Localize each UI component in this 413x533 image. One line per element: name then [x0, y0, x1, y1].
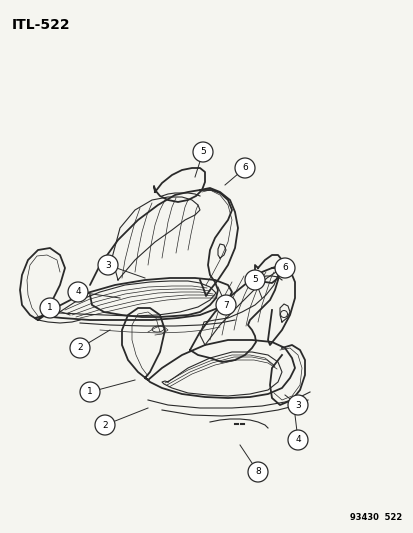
Text: 2: 2 [77, 343, 83, 352]
Text: 3: 3 [105, 261, 111, 270]
Circle shape [80, 382, 100, 402]
Text: 6: 6 [281, 263, 287, 272]
Text: 4: 4 [75, 287, 81, 296]
Text: 4: 4 [294, 435, 300, 445]
Text: 1: 1 [47, 303, 53, 312]
Text: 3: 3 [294, 400, 300, 409]
Text: 1: 1 [87, 387, 93, 397]
Circle shape [274, 258, 294, 278]
Text: 7: 7 [223, 301, 228, 310]
Circle shape [70, 338, 90, 358]
Circle shape [192, 142, 212, 162]
Circle shape [95, 415, 115, 435]
Circle shape [287, 430, 307, 450]
Text: 2: 2 [102, 421, 107, 430]
Text: 8: 8 [254, 467, 260, 477]
Circle shape [68, 282, 88, 302]
Text: 93430  522: 93430 522 [349, 513, 401, 522]
Text: 5: 5 [252, 276, 257, 285]
Circle shape [247, 462, 267, 482]
Circle shape [287, 395, 307, 415]
Circle shape [98, 255, 118, 275]
Text: 6: 6 [242, 164, 247, 173]
Circle shape [40, 298, 60, 318]
Circle shape [244, 270, 264, 290]
Circle shape [216, 295, 235, 315]
Circle shape [235, 158, 254, 178]
Text: 5: 5 [199, 148, 205, 157]
Text: ITL-522: ITL-522 [12, 18, 71, 32]
